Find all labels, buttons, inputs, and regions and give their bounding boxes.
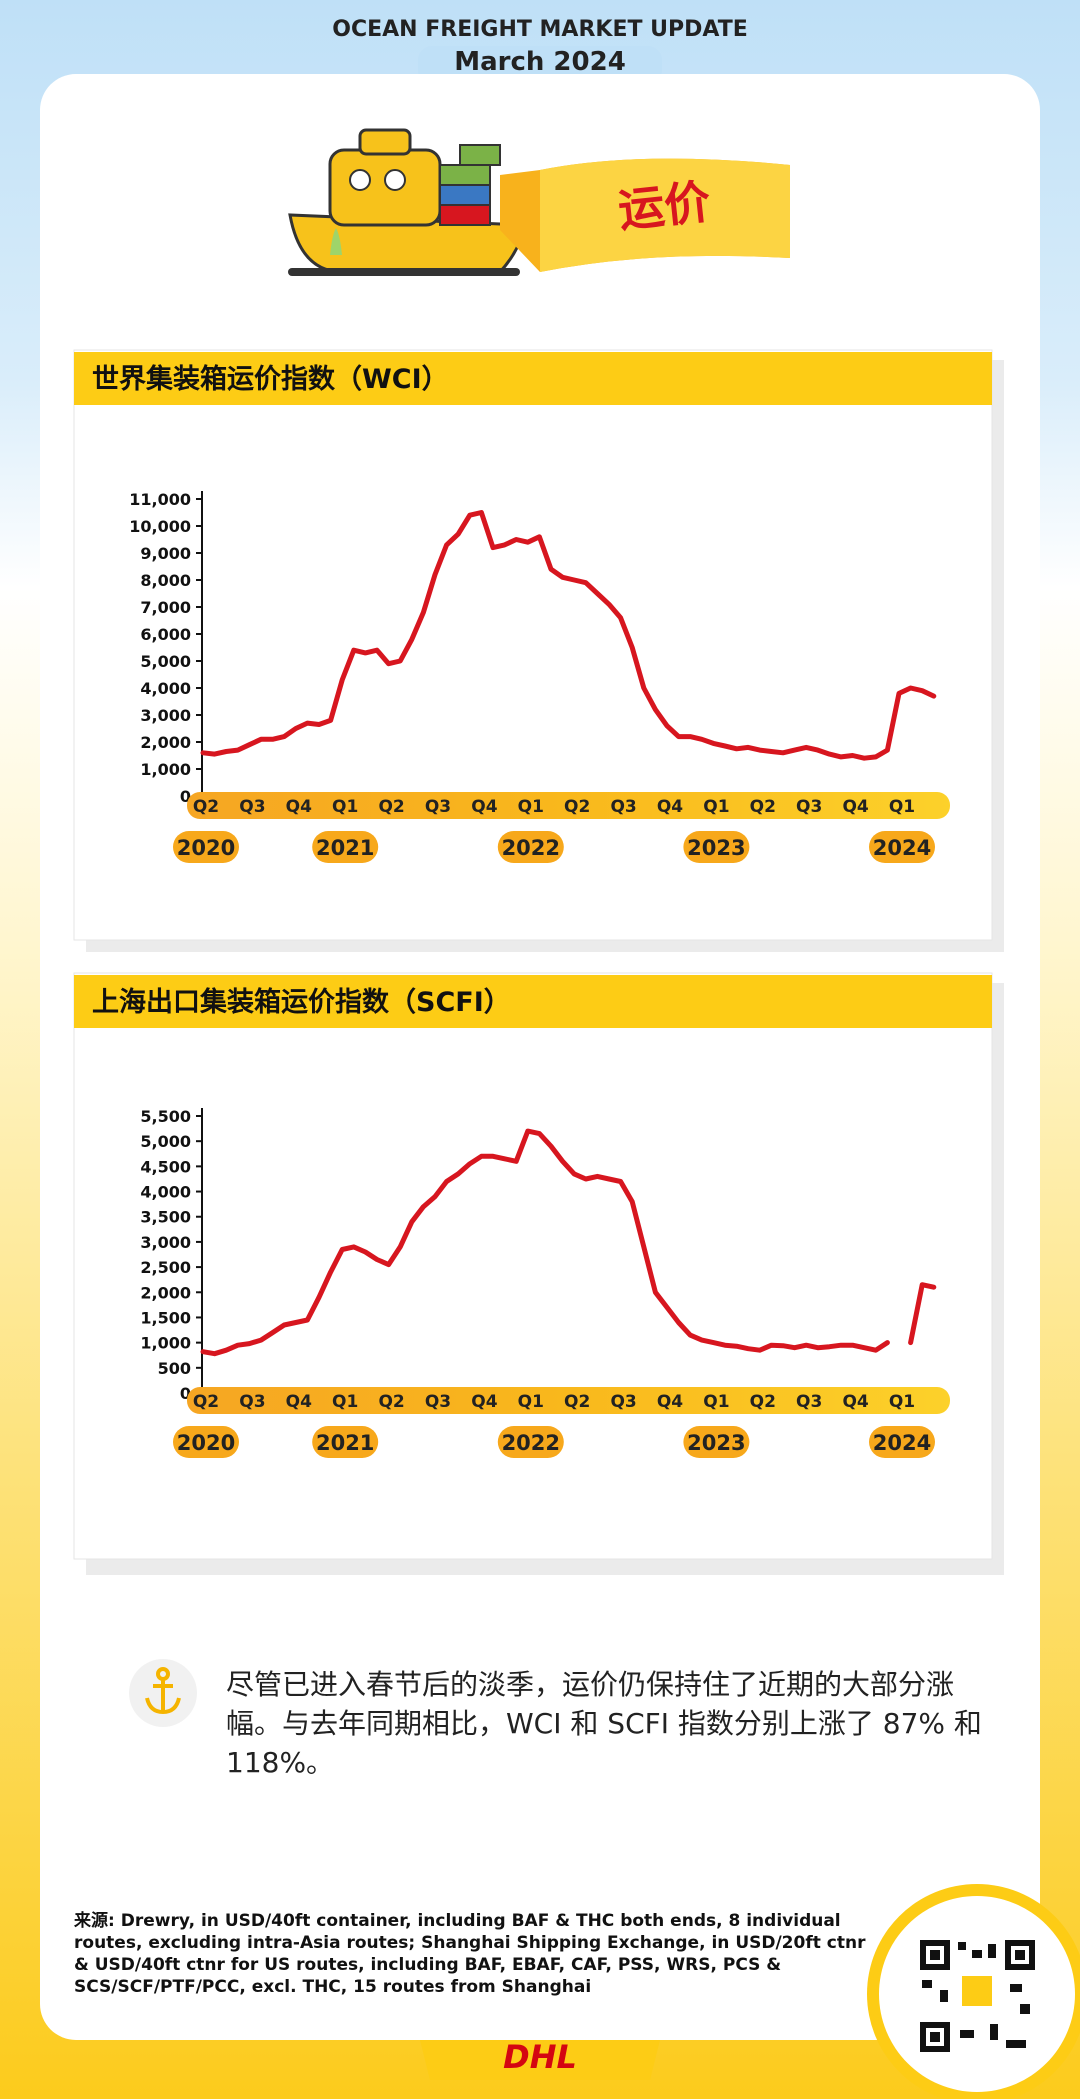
y-tick-label: 3,500	[140, 1208, 191, 1227]
y-tick-label: 5,500	[140, 1107, 191, 1126]
x-tick-label: Q2	[193, 797, 219, 817]
x-tick-label: Q2	[750, 797, 776, 817]
year-pill	[173, 831, 239, 863]
banner-flag-face	[540, 158, 790, 272]
y-tick-label: 4,000	[140, 1183, 191, 1202]
year-label: 2024	[873, 836, 931, 860]
year-pill	[869, 1426, 935, 1458]
x-tick-label: Q1	[332, 1392, 358, 1412]
year-label: 2022	[502, 836, 560, 860]
x-tick-label: Q2	[378, 1392, 404, 1412]
x-tick-label: Q1	[332, 797, 358, 817]
charts: 0 1,000 2,000 3,000 4,000 5,000 6,000 7,000 8,00…	[129, 490, 950, 1458]
chart-title: 上海出口集装箱运价指数（SCFI）	[92, 986, 511, 1018]
anchor-icon	[145, 1667, 181, 1715]
y-tick-label: 0	[180, 1384, 191, 1403]
source-text: 来源: Drewry, in USD/40ft container, inclu…	[74, 1911, 866, 1997]
year-label: 2023	[687, 836, 745, 860]
y-tick-label: 2,000	[140, 1283, 191, 1302]
x-tick-label: Q1	[518, 797, 544, 817]
banner-text: 运价	[616, 174, 713, 237]
x-tick-label: Q3	[796, 797, 822, 817]
y-tick-label: 10,000	[129, 517, 191, 536]
x-tick-label: Q1	[889, 797, 915, 817]
year-pill	[869, 831, 935, 863]
x-tick-label: Q3	[425, 797, 451, 817]
y-tick-label: 8,000	[140, 571, 191, 590]
year-label: 2020	[177, 836, 235, 860]
chart-title-bar	[74, 352, 992, 405]
chart-title-bar	[74, 975, 992, 1028]
x-tick-label: Q3	[610, 1392, 636, 1412]
year-pill	[683, 1426, 750, 1458]
x-tick-label: Q1	[889, 1392, 915, 1412]
y-tick-label: 5,000	[140, 652, 191, 671]
x-tick-label: Q4	[286, 1392, 312, 1412]
x-tick-label: Q1	[518, 1392, 544, 1412]
x-tick-label: Q3	[239, 797, 265, 817]
y-tick-label: 0	[180, 787, 191, 806]
y-tick-label: 4,000	[140, 679, 191, 698]
x-tick-label: Q4	[657, 797, 683, 817]
qr-code	[920, 1940, 1035, 2052]
y-tick-label: 1,500	[140, 1308, 191, 1327]
header-title: OCEAN FREIGHT MARKET UPDATE	[332, 17, 748, 42]
y-tick-label: 500	[158, 1359, 191, 1378]
x-tick-label: Q3	[796, 1392, 822, 1412]
y-tick-label: 1,000	[140, 760, 191, 779]
year-pill	[683, 831, 750, 863]
logo: DHL	[503, 2038, 577, 2076]
y-tick-label: 2,500	[140, 1258, 191, 1277]
y-tick-label: 5,000	[140, 1132, 191, 1151]
year-label: 2020	[177, 1431, 235, 1455]
x-tick-label: Q2	[564, 1392, 590, 1412]
chart-title: 世界集装箱运价指数（WCI）	[92, 363, 449, 395]
year-label: 2023	[687, 1431, 745, 1455]
header-subtitle: March 2024	[454, 47, 626, 77]
x-tick-label: Q2	[750, 1392, 776, 1412]
year-pill	[312, 1426, 379, 1458]
year-pill	[497, 831, 564, 863]
logo-tab	[420, 2040, 660, 2080]
x-tick-label: Q1	[703, 797, 729, 817]
quarter-band	[187, 792, 950, 819]
y-tick-label: 2,000	[140, 733, 191, 752]
y-tick-label: 1,000	[140, 1334, 191, 1353]
year-label: 2021	[316, 836, 374, 860]
x-tick-label: Q4	[657, 1392, 683, 1412]
year-label: 2021	[316, 1431, 374, 1455]
chart-card	[73, 972, 993, 1560]
x-tick-label: Q4	[286, 797, 312, 817]
y-tick-label: 4,500	[140, 1157, 191, 1176]
x-tick-label: Q2	[378, 797, 404, 817]
data-line	[200, 510, 937, 761]
year-label: 2022	[502, 1431, 560, 1455]
x-tick-label: Q4	[842, 1392, 868, 1412]
x-tick-label: Q3	[239, 1392, 265, 1412]
y-tick-label: 6,000	[140, 625, 191, 644]
y-tick-label: 9,000	[140, 544, 191, 563]
x-tick-label: Q4	[842, 797, 868, 817]
year-pill	[312, 831, 379, 863]
ship-illustration	[288, 128, 527, 276]
x-tick-label: Q1	[703, 1392, 729, 1412]
x-tick-label: Q2	[193, 1392, 219, 1412]
year-label: 2024	[873, 1431, 931, 1455]
y-tick-label: 7,000	[140, 598, 191, 617]
x-tick-label: Q4	[471, 1392, 497, 1412]
y-tick-label: 11,000	[129, 490, 191, 509]
y-tick-label: 3,000	[140, 706, 191, 725]
year-pill	[497, 1426, 564, 1458]
x-tick-label: Q3	[610, 797, 636, 817]
year-pill	[173, 1426, 239, 1458]
x-tick-label: Q2	[564, 797, 590, 817]
note-text: 尽管已进入春节后的淡季，运价仍保持住了近期的大部分涨幅。与去年同期相比，WCI …	[226, 1668, 982, 1779]
y-tick-label: 3,000	[140, 1233, 191, 1252]
data-line	[200, 1128, 937, 1357]
x-tick-label: Q3	[425, 1392, 451, 1412]
quarter-band	[187, 1387, 950, 1414]
x-tick-label: Q4	[471, 797, 497, 817]
